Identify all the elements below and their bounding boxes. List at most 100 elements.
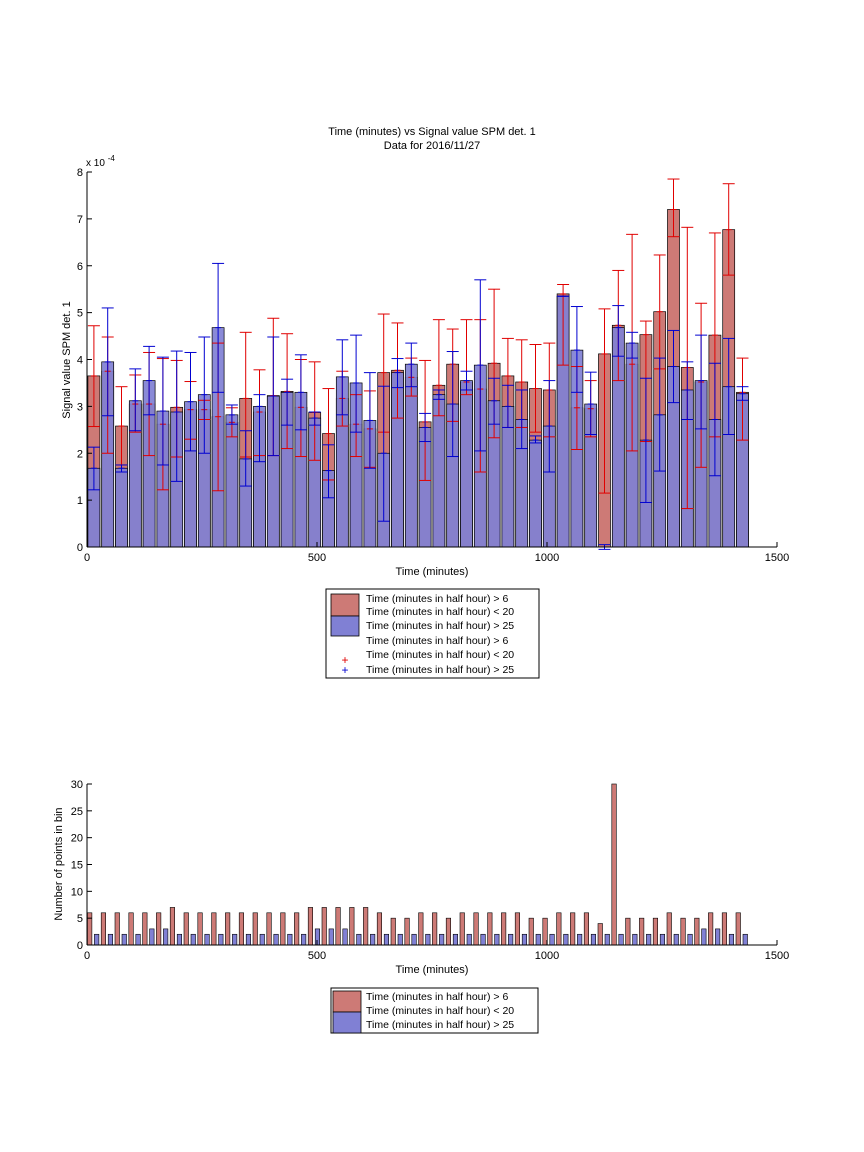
bottom-chart-y-tick-label: 25	[71, 806, 83, 818]
top-chart-y-tick-label: 5	[77, 308, 83, 320]
bottom-chart-bar-blue	[577, 933, 583, 946]
bottom-chart-y-tick-label: 20	[71, 833, 83, 845]
bottom-chart-y-tick-label: 5	[77, 913, 83, 925]
bottom-chart-bar-red	[142, 912, 148, 946]
bottom-chart-bar-red	[473, 912, 479, 946]
bottom-chart-bar-red	[87, 912, 93, 946]
top-chart: Time (minutes) vs Signal value SPM det. …	[61, 126, 789, 578]
bottom-chart-bar-red	[514, 912, 521, 946]
top-chart-title: Time (minutes) vs Signal value SPM det. …	[328, 126, 535, 138]
top-chart-x-tick-label: 1500	[765, 552, 789, 564]
bottom-chart-bar-red	[418, 912, 424, 946]
bottom-chart-bar-blue	[618, 933, 624, 946]
bottom-chart-bar-blue	[549, 933, 555, 946]
bottom-chart-bar-red	[570, 912, 576, 946]
bottom-chart-bar-red	[363, 907, 369, 946]
bottom-chart-bar-blue	[535, 933, 541, 946]
bottom-chart-bar-blue	[190, 933, 196, 946]
bottom-chart-bar-blue	[673, 933, 679, 946]
bottom-chart-bar-red	[156, 912, 162, 946]
top-chart-bar-blue	[460, 380, 473, 548]
bottom-chart-bar-red	[238, 912, 244, 946]
bottom-chart-bar-red	[445, 917, 452, 946]
bottom-chart-bar-red	[390, 917, 396, 946]
bottom-chart-bar-blue	[94, 933, 100, 946]
bottom-chart-bar-blue	[232, 933, 238, 946]
bottom-chart-bar-blue	[149, 928, 155, 946]
bottom-chart-bar-red	[169, 907, 175, 946]
top-chart-exponent-base: x 10	[86, 158, 105, 169]
bottom-chart-bar-blue	[273, 933, 279, 946]
bottom-chart-axes: 0 500 1000 1500 0 5 10 15 20 25 30	[71, 779, 789, 962]
bottom-chart-bar-blue	[687, 933, 693, 946]
bottom-chart-bar-red	[556, 912, 562, 946]
bottom-chart-bar-blue	[411, 933, 417, 946]
bottom-chart-bar-blue	[425, 933, 431, 946]
bottom-chart-bar-blue	[742, 933, 748, 946]
top-chart-y-tick-label: 1	[77, 495, 83, 507]
top-legend: Time (minutes in half hour) > 6 Time (mi…	[325, 588, 540, 679]
bottom-chart-bar-red	[128, 912, 134, 946]
bottom-chart-bar-blue	[383, 933, 390, 946]
bottom-chart-bar-red	[708, 912, 714, 946]
bottom-chart-bar-blue	[646, 933, 652, 946]
bottom-chart-bar-red	[487, 912, 493, 946]
bottom-chart-xlabel: Time (minutes)	[396, 964, 469, 976]
bottom-chart-bar-blue	[370, 933, 376, 946]
bottom-chart-bar-red	[694, 917, 700, 946]
top-chart-x-tick-label: 0	[84, 552, 90, 564]
bottom-chart-bar-blue	[452, 933, 459, 946]
bottom-chart-bar-blue	[287, 933, 293, 946]
top-chart-bar-blue	[115, 467, 128, 548]
bottom-chart-bar-blue	[176, 933, 182, 946]
bottom-chart-bar-red	[611, 783, 617, 946]
bottom-legend-label-blue: Time (minutes in half hour) > 25	[366, 1019, 514, 1031]
bottom-chart-bar-blue	[466, 933, 472, 946]
bottom-chart-bar-blue	[121, 933, 127, 946]
top-chart-y-tick-label: 7	[77, 214, 83, 226]
bottom-chart-bar-blue	[480, 933, 486, 946]
bottom-chart-bars	[87, 783, 748, 946]
bottom-chart-bar-red	[501, 912, 507, 946]
top-legend-label-red-3: Time (minutes in half hour) > 6	[366, 635, 508, 647]
bottom-chart-bar-blue	[163, 928, 169, 946]
bottom-chart-bar-blue	[508, 933, 514, 946]
bottom-legend-label-red-2: Time (minutes in half hour) < 20	[366, 1005, 514, 1017]
top-chart-y-tick-label: 4	[77, 355, 83, 367]
bottom-chart-bar-blue	[659, 933, 666, 946]
bottom-chart-bar-blue	[439, 933, 445, 946]
bottom-chart-bar-blue	[632, 933, 638, 946]
bottom-chart-bar-red	[735, 912, 741, 946]
bottom-chart-bar-red	[459, 912, 465, 946]
top-chart-x-tick-label: 1000	[535, 552, 559, 564]
top-legend-label-red-2: Time (minutes in half hour) < 20	[366, 606, 514, 618]
top-legend-box	[325, 588, 540, 679]
bottom-chart-bar-blue	[342, 928, 348, 946]
bottom-chart-ylabel: Number of points in bin	[53, 807, 65, 920]
bottom-chart-bar-blue	[356, 933, 362, 946]
bottom-chart-bar-red	[114, 912, 120, 946]
bottom-chart-bar-blue	[563, 933, 569, 946]
top-legend-swatch-blue	[330, 615, 360, 637]
top-legend-label-blue: Time (minutes in half hour) > 25	[366, 620, 514, 632]
top-legend-label-red-4: Time (minutes in half hour) < 20	[366, 649, 514, 661]
bottom-chart-bar-blue	[218, 933, 224, 946]
bottom-chart-bar-red	[666, 912, 672, 946]
top-chart-axes: 0 500 1000 1500 0 1 2 3 4 5 6 7 8	[77, 167, 789, 564]
top-chart-bar-blue	[529, 439, 542, 548]
bottom-chart-y-tick-label: 15	[71, 860, 83, 872]
top-chart-y-tick-label: 0	[77, 542, 83, 554]
bottom-chart-bar-blue	[204, 933, 210, 946]
top-chart-y-tick-label: 2	[77, 448, 83, 460]
bottom-chart-bar-red	[721, 912, 728, 946]
bottom-chart-y-tick-label: 0	[77, 940, 83, 952]
top-chart-x-tick-label: 500	[308, 552, 326, 564]
bottom-chart-bar-blue	[397, 933, 403, 946]
bottom-chart-bar-red	[266, 912, 272, 946]
bottom-chart-bar-blue	[521, 933, 528, 946]
bottom-chart-bar-blue	[590, 933, 597, 946]
bottom-chart-bar-red	[639, 917, 645, 946]
bottom-chart-bar-blue	[135, 933, 141, 946]
